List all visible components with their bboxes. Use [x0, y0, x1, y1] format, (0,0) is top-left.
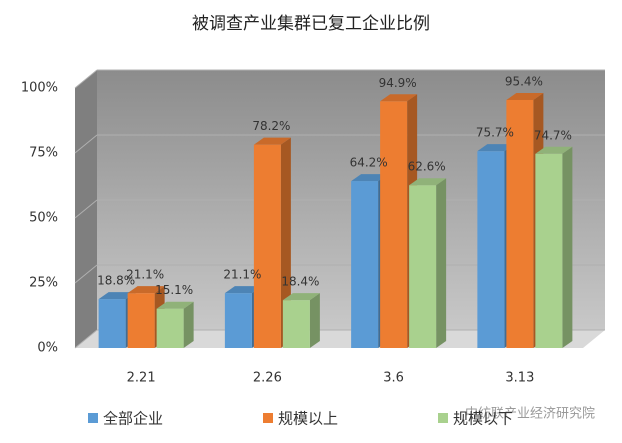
legend-label: 规模以上	[278, 410, 338, 428]
bar	[380, 101, 408, 348]
bar-top	[253, 137, 291, 145]
bar-side	[436, 178, 447, 348]
bar-top	[477, 144, 515, 152]
value-label: 62.6%	[408, 160, 446, 174]
value-label: 78.2%	[252, 119, 290, 133]
bar	[506, 99, 534, 349]
bar	[477, 151, 505, 348]
bar-side	[280, 137, 291, 348]
x-tick-label: 2.21	[127, 371, 156, 386]
bar	[98, 299, 126, 348]
bar-top	[535, 146, 573, 154]
value-label: 64.2%	[350, 156, 388, 170]
y-tick-label: 0%	[37, 341, 58, 356]
legend-label: 全部企业	[103, 410, 163, 428]
floor	[75, 330, 605, 348]
bar	[253, 144, 281, 348]
bar	[224, 293, 252, 348]
bar-top	[380, 94, 418, 102]
y-tick-label: 75%	[29, 146, 58, 161]
bar-side	[562, 146, 573, 348]
y-tick-label: 25%	[29, 276, 58, 291]
grid-line-side	[74, 69, 98, 89]
grid-line-side	[74, 329, 98, 349]
value-label: 95.4%	[505, 74, 543, 88]
bar	[156, 308, 184, 348]
value-label: 18.8%	[97, 274, 135, 288]
bar	[535, 153, 563, 348]
bar-top	[506, 92, 544, 100]
bar-top	[127, 286, 165, 294]
legend-swatch	[88, 413, 98, 423]
value-label: 21.1%	[126, 268, 164, 282]
bar	[409, 185, 437, 348]
grid-line-side	[74, 134, 98, 154]
y-tick-label: 50%	[29, 211, 58, 226]
bar-top	[409, 178, 447, 186]
legend-swatch	[263, 413, 273, 423]
bar-side	[309, 293, 320, 348]
chart-title: 被调查产业集群已复工企业比例	[192, 14, 430, 34]
bar	[127, 293, 155, 348]
bar-top	[98, 292, 136, 300]
grid-line-side	[74, 199, 98, 219]
value-label: 74.7%	[534, 128, 572, 142]
x-tick-label: 3.13	[505, 371, 534, 386]
x-tick-label: 2.26	[253, 371, 282, 386]
bar-top	[224, 286, 262, 294]
bar-side	[183, 301, 194, 348]
legend-label: 规模以下	[453, 410, 513, 428]
bar	[351, 181, 379, 348]
x-tick-label: 3.6	[383, 371, 404, 386]
grid-line-side	[74, 264, 98, 284]
bar-top	[282, 293, 320, 301]
value-label: 18.4%	[281, 275, 319, 289]
legend-swatch	[438, 413, 448, 423]
y-tick-label: 100%	[21, 81, 58, 96]
value-label: 21.1%	[223, 268, 261, 282]
value-label: 75.7%	[476, 126, 514, 140]
bar	[282, 300, 310, 348]
value-label: 15.1%	[155, 283, 193, 297]
bar-top	[351, 174, 389, 182]
value-label: 94.9%	[379, 76, 417, 90]
bar-top	[156, 301, 194, 309]
watermark: 中纺联产业经济研究院	[465, 407, 595, 422]
